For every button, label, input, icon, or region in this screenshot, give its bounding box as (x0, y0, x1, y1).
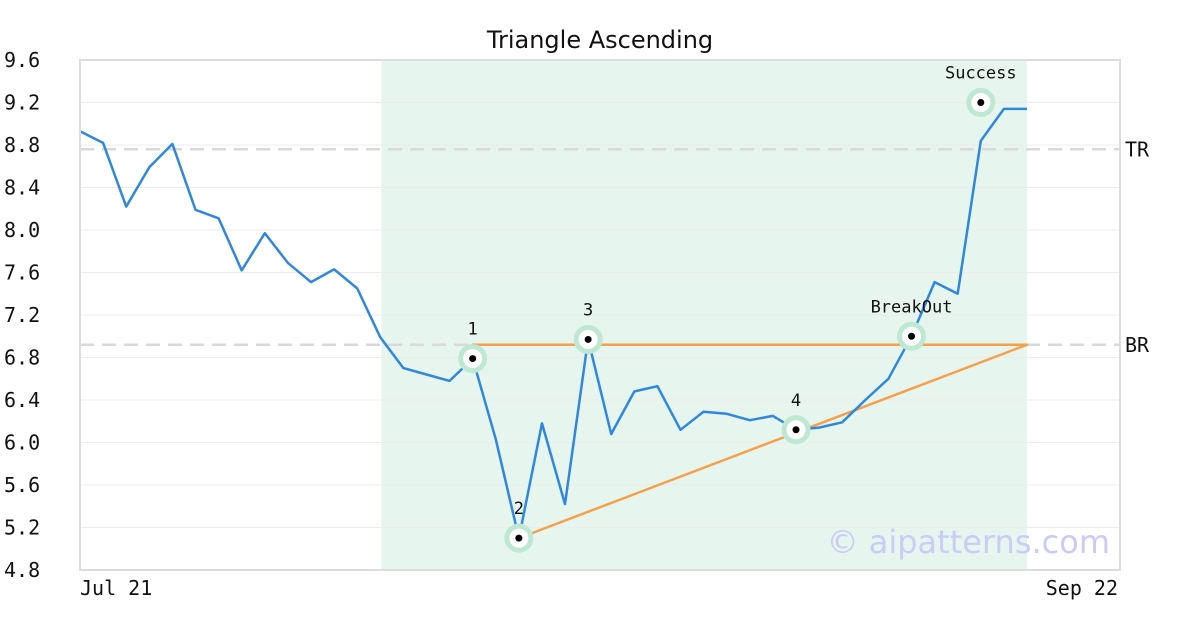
pattern-point-label: Success (945, 64, 1017, 84)
y-tick-label: 9.2 (4, 91, 40, 115)
trend-lines (471, 343, 1029, 540)
y-tick-label: 8.8 (4, 133, 40, 157)
pattern-point (515, 534, 523, 542)
pattern-point-label: 1 (468, 320, 478, 340)
pattern-point-label: 4 (791, 391, 801, 411)
pattern-point-label: 3 (583, 300, 593, 320)
x-axis: Jul 21 Sep 22 (80, 576, 1118, 600)
y-tick-label: 4.8 (4, 558, 40, 582)
pattern-point-label: BreakOut (871, 297, 953, 317)
x-tick-label: Sep 22 (1046, 576, 1118, 600)
plot-frame (79, 59, 1121, 571)
pattern-point (792, 426, 800, 434)
pattern-point (977, 99, 985, 106)
reference-line-label: BR (1125, 333, 1150, 357)
y-tick-label: 6.8 (4, 346, 40, 370)
pattern-point (469, 355, 477, 363)
y-tick-label: 8.4 (4, 176, 40, 200)
x-tick-label: Jul 21 (80, 576, 152, 600)
trend-line (517, 343, 1029, 540)
y-tick-label: 7.6 (4, 261, 40, 285)
watermark: © aipatterns.com (827, 523, 1110, 561)
y-tick-label: 7.2 (4, 303, 40, 327)
y-axis: 9.6 9.2 8.8 8.4 8.0 7.6 7.2 6.8 6.4 6.0 5.6 5.2 4.8 (4, 48, 40, 582)
y-tick-label: 6.4 (4, 388, 40, 412)
y-tick-label: 5.6 (4, 473, 40, 497)
pattern-point (908, 332, 916, 340)
price-series (79, 107, 1027, 540)
reference-line-label: TR (1125, 137, 1150, 161)
pattern-point-label: 2 (514, 499, 524, 519)
pattern-point (584, 335, 592, 343)
y-tick-label: 9.6 (4, 48, 40, 72)
series-line (79, 107, 1027, 540)
y-tick-label: 6.0 (4, 431, 40, 455)
y-tick-label: 8.0 (4, 218, 40, 242)
y-tick-label: 5.2 (4, 516, 40, 540)
pattern-points: 1 2 3 4 BreakOut Success (458, 64, 1017, 553)
chart-title: Triangle Ascending (486, 26, 713, 54)
